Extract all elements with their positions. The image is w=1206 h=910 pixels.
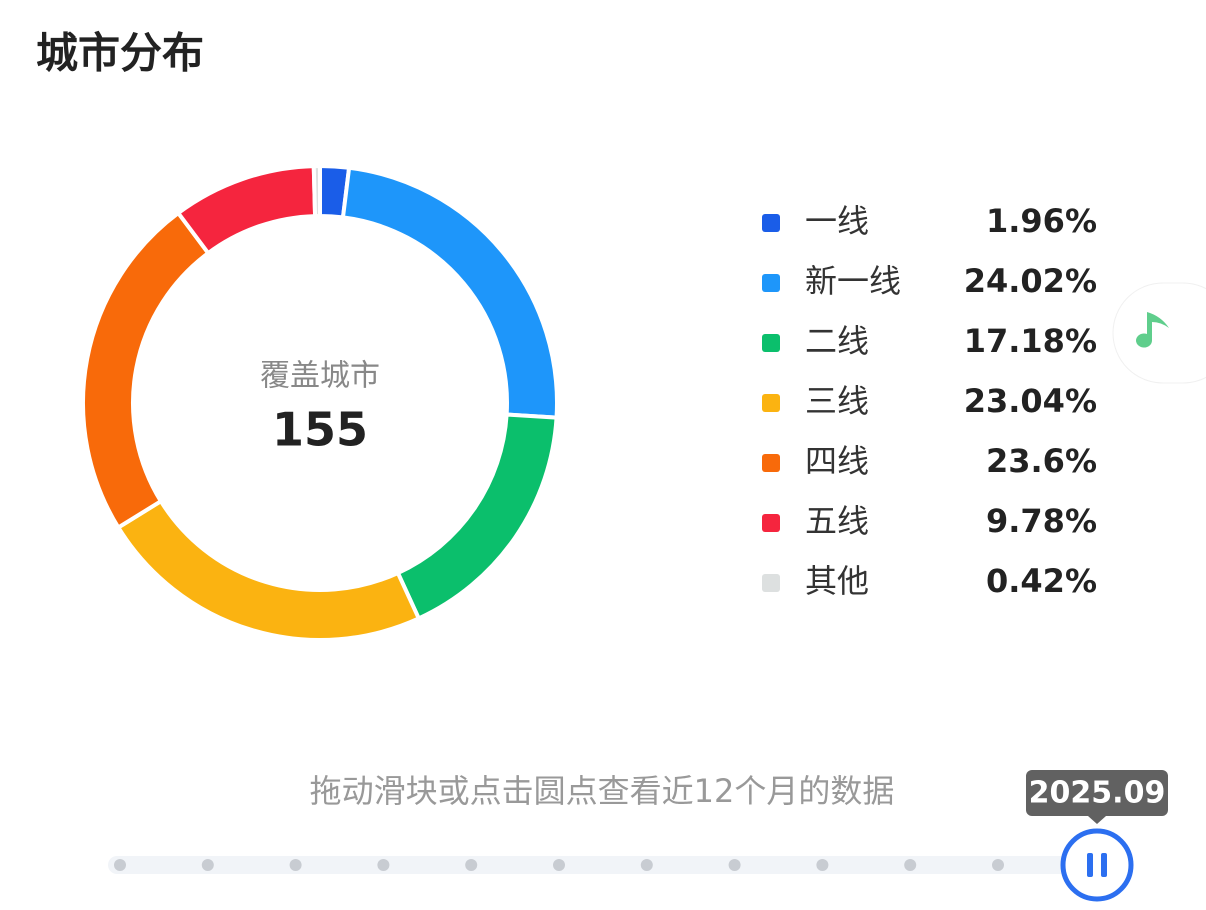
legend-swatch <box>762 274 780 292</box>
slider-dot <box>289 859 302 871</box>
donut-chart <box>81 163 559 642</box>
legend-swatch <box>762 214 780 232</box>
slider-dot <box>640 859 653 871</box>
legend-value: 23.6% <box>986 442 1097 480</box>
slider-dot <box>201 859 214 871</box>
slider-dot <box>816 859 829 871</box>
legend-name: 五线 <box>805 502 869 540</box>
slider-dot <box>992 859 1004 871</box>
slider-tooltip: 2025.09 <box>1026 770 1168 824</box>
tooltip-pointer <box>1088 816 1106 824</box>
slider-dot <box>114 859 126 871</box>
legend: 一线 1.96% 新一线 24.02% 二线 17.18% 三线 23.04% 四线 23.6% 五… <box>762 202 1097 600</box>
legend-value: 0.42% <box>986 562 1097 600</box>
music-button-bg[interactable] <box>1112 282 1206 384</box>
legend-swatch <box>762 514 780 532</box>
donut-segment <box>311 163 322 219</box>
slider-dot <box>728 859 741 871</box>
music-icon <box>1136 312 1169 348</box>
legend-name: 其他 <box>805 562 869 600</box>
slider-dot <box>377 859 390 871</box>
legend-swatch <box>762 574 780 592</box>
legend-swatch <box>762 394 780 412</box>
pause-bar <box>1087 853 1093 877</box>
tooltip-bg <box>1026 770 1168 816</box>
legend-value: 17.18% <box>964 322 1097 360</box>
handle-circle[interactable] <box>1060 828 1134 902</box>
legend-name: 一线 <box>805 202 869 240</box>
donut-segment <box>175 164 318 256</box>
legend-name: 四线 <box>805 442 869 480</box>
legend-name: 三线 <box>805 382 869 420</box>
legend-swatch <box>762 454 780 472</box>
pause-bar <box>1101 853 1107 877</box>
center-label: 覆盖城市 <box>260 359 380 394</box>
slider-dot <box>553 859 565 871</box>
slider-dot <box>465 859 478 871</box>
donut-segment <box>81 210 211 531</box>
legend-name: 新一线 <box>805 262 901 300</box>
center-value: 155 <box>272 403 368 457</box>
legend-value: 9.78% <box>986 502 1097 540</box>
legend-value: 23.04% <box>964 382 1097 420</box>
tooltip-text: 2025.09 <box>1029 776 1166 811</box>
slider-handle[interactable] <box>1060 828 1134 902</box>
legend-swatch <box>762 334 780 352</box>
donut-segment <box>395 412 559 622</box>
slider-dots <box>114 859 1004 871</box>
donut-segment <box>115 498 422 642</box>
legend-name: 二线 <box>805 322 869 360</box>
legend-value: 1.96% <box>986 202 1097 240</box>
section-title: 城市分布 <box>36 29 204 78</box>
slider-track[interactable] <box>108 856 1100 874</box>
slider-hint: 拖动滑块或点击圆点查看近12个月的数据 <box>310 772 895 810</box>
legend-value: 24.02% <box>964 262 1097 300</box>
music-button[interactable] <box>1112 282 1206 384</box>
slider-dot <box>904 859 917 871</box>
